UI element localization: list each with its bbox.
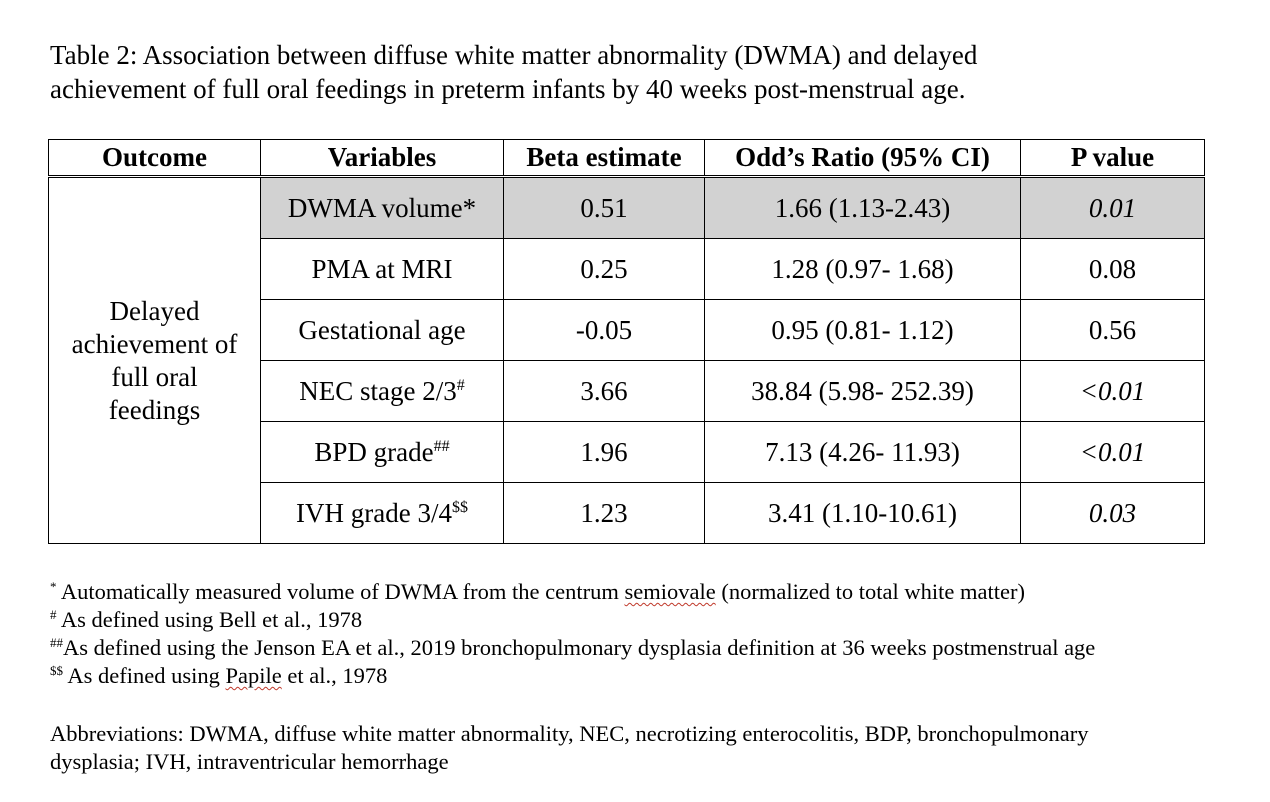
footnote-marker: * — [50, 579, 57, 594]
outcome-cell: Delayed achievement of full oral feeding… — [48, 176, 261, 544]
p-value-cell: <0.01 — [1020, 421, 1205, 483]
footnote-text: As defined using the Jenson EA et al., 2… — [63, 635, 1096, 660]
p-value-cell: <0.01 — [1020, 360, 1205, 422]
variable-cell: PMA at MRI — [260, 238, 504, 300]
table-row: Delayed achievement of full oral feeding… — [48, 176, 1205, 544]
outcome-line: achievement of — [71, 328, 238, 359]
odds-ratio-cell: 0.95 (0.81- 1.12) — [704, 299, 1021, 361]
abbreviations-line-2: dysplasia; IVH, intraventricular hemorrh… — [50, 749, 449, 774]
footnote-3: ##As defined using the Jenson EA et al.,… — [50, 634, 1250, 662]
beta-cell: 0.51 — [503, 176, 705, 239]
results-table: Outcome Variables Beta estimate Odd’s Ra… — [48, 139, 1205, 544]
footnote-text: As defined using Bell et al., 1978 — [56, 607, 363, 632]
beta-cell: 0.25 — [503, 238, 705, 300]
spellcheck-word: Papile — [225, 663, 282, 688]
p-value-cell: 0.03 — [1020, 482, 1205, 544]
footnote-4: $$ As defined using Papile et al., 1978 — [50, 662, 1250, 690]
odds-ratio-cell: 3.41 (1.10-10.61) — [704, 482, 1021, 544]
header-odds-ratio: Odd’s Ratio (95% CI) — [704, 139, 1021, 178]
variable-cell: NEC stage 2/3# — [260, 360, 504, 422]
abbreviations-line-1: Abbreviations: DWMA, diffuse white matte… — [50, 721, 1089, 746]
footnote-text: (normalized to total white matter) — [715, 579, 1025, 604]
variable-cell: Gestational age — [260, 299, 504, 361]
footnotes: * Automatically measured volume of DWMA … — [50, 578, 1250, 690]
outcome-line: full oral — [111, 361, 198, 392]
beta-cell: 1.23 — [503, 482, 705, 544]
spellcheck-word: semiovale — [624, 579, 716, 604]
footnote-1: * Automatically measured volume of DWMA … — [50, 578, 1250, 606]
table-row: IVH grade 3/4$$ 1.23 3.41 (1.10-10.61) 0… — [49, 482, 1205, 544]
odds-ratio-cell: 7.13 (4.26- 11.93) — [704, 421, 1021, 483]
footnote-marker: # — [456, 376, 465, 394]
table-caption: Table 2: Association between diffuse whi… — [50, 38, 1230, 106]
p-value-cell: 0.01 — [1020, 176, 1205, 239]
footnote-marker: $$ — [451, 498, 468, 516]
outcome-line: feedings — [108, 394, 201, 425]
header-beta: Beta estimate — [503, 139, 705, 178]
abbreviations: Abbreviations: DWMA, diffuse white matte… — [50, 720, 1230, 776]
footnote-2: # As defined using Bell et al., 1978 — [50, 606, 1250, 634]
variable-label: IVH grade 3/4 — [296, 497, 452, 528]
variable-cell: DWMA volume* — [260, 176, 504, 239]
variable-label: PMA at MRI — [311, 253, 453, 284]
variable-label: BPD grade — [314, 436, 434, 467]
header-variables: Variables — [260, 139, 504, 178]
variable-label: Gestational age — [298, 314, 466, 345]
variable-cell: BPD grade## — [260, 421, 504, 483]
p-value-cell: 0.08 — [1020, 238, 1205, 300]
footnote-text: As defined using — [63, 663, 226, 688]
caption-line-1: Table 2: Association between diffuse whi… — [50, 40, 978, 70]
footnote-marker: $$ — [50, 663, 63, 678]
footnote-marker: # — [50, 607, 57, 622]
footnote-marker: ## — [50, 635, 63, 650]
odds-ratio-cell: 1.28 (0.97- 1.68) — [704, 238, 1021, 300]
beta-cell: 3.66 — [503, 360, 705, 422]
footnote-text: et al., 1978 — [281, 663, 388, 688]
beta-cell: 1.96 — [503, 421, 705, 483]
odds-ratio-cell: 1.66 (1.13-2.43) — [704, 176, 1021, 239]
header-p-value: P value — [1020, 139, 1205, 178]
header-row: Outcome Variables Beta estimate Odd’s Ra… — [48, 139, 1205, 178]
variable-cell: IVH grade 3/4$$ — [260, 482, 504, 544]
variable-label: DWMA volume* — [287, 192, 477, 223]
footnote-marker: ## — [433, 437, 450, 455]
outcome-line: Delayed — [109, 295, 200, 326]
variable-label: NEC stage 2/3 — [299, 375, 457, 406]
beta-cell: -0.05 — [503, 299, 705, 361]
p-value-cell: 0.56 — [1020, 299, 1205, 361]
header-outcome: Outcome — [48, 139, 261, 178]
caption-line-2: achievement of full oral feedings in pre… — [50, 74, 966, 104]
footnote-text: Automatically measured volume of DWMA fr… — [56, 579, 625, 604]
table-row: BPD grade## 1.96 7.13 (4.26- 11.93) <0.0… — [49, 421, 1205, 483]
odds-ratio-cell: 38.84 (5.98- 252.39) — [704, 360, 1021, 422]
